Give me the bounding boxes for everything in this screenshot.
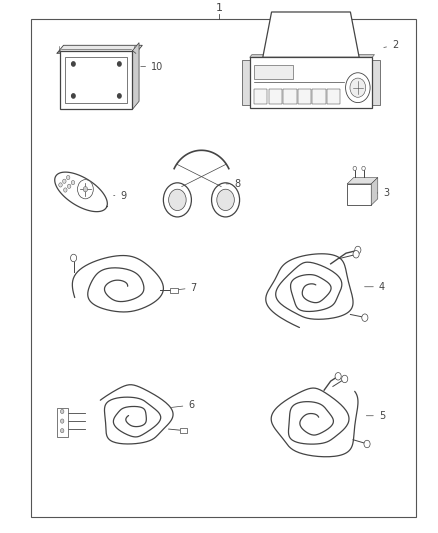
- Circle shape: [64, 188, 67, 192]
- Circle shape: [78, 180, 93, 199]
- Circle shape: [212, 183, 240, 217]
- Bar: [283, 88, 297, 103]
- Bar: [347, 184, 371, 205]
- Circle shape: [71, 181, 75, 185]
- Circle shape: [342, 375, 348, 383]
- Polygon shape: [250, 55, 374, 58]
- Circle shape: [364, 440, 370, 448]
- Circle shape: [169, 189, 186, 211]
- Bar: [170, 288, 178, 293]
- Circle shape: [60, 419, 64, 423]
- Polygon shape: [263, 12, 359, 58]
- Circle shape: [117, 62, 121, 66]
- Text: 3: 3: [377, 188, 389, 198]
- Circle shape: [71, 94, 75, 98]
- Text: 2: 2: [384, 41, 398, 50]
- Circle shape: [67, 184, 71, 189]
- Circle shape: [67, 175, 70, 180]
- Circle shape: [362, 166, 365, 171]
- Bar: [254, 88, 267, 103]
- Polygon shape: [372, 60, 380, 106]
- Circle shape: [217, 189, 234, 211]
- Bar: [66, 57, 127, 103]
- Text: 10: 10: [141, 62, 163, 71]
- Bar: [312, 88, 326, 103]
- Bar: [60, 51, 132, 109]
- Circle shape: [355, 246, 361, 254]
- Bar: [298, 88, 311, 103]
- Polygon shape: [57, 45, 142, 53]
- Circle shape: [335, 373, 341, 380]
- Bar: [327, 88, 340, 103]
- Text: 7: 7: [173, 283, 197, 293]
- Bar: [250, 58, 372, 108]
- Polygon shape: [242, 60, 250, 106]
- Bar: [254, 66, 293, 78]
- Polygon shape: [347, 177, 378, 184]
- Circle shape: [353, 166, 357, 171]
- Circle shape: [117, 94, 121, 98]
- Text: 9: 9: [113, 191, 127, 200]
- Circle shape: [63, 179, 66, 183]
- Polygon shape: [55, 172, 107, 212]
- Text: 5: 5: [366, 411, 385, 421]
- Circle shape: [353, 251, 359, 258]
- Circle shape: [60, 409, 64, 414]
- Circle shape: [362, 314, 368, 321]
- Circle shape: [60, 429, 64, 433]
- Circle shape: [350, 78, 366, 97]
- Text: 6: 6: [171, 400, 194, 410]
- Polygon shape: [371, 177, 378, 205]
- Circle shape: [163, 183, 191, 217]
- Circle shape: [346, 73, 370, 102]
- Circle shape: [71, 254, 77, 262]
- Text: 1: 1: [215, 3, 223, 13]
- Bar: [31, 19, 416, 517]
- Polygon shape: [132, 43, 139, 109]
- Circle shape: [83, 187, 88, 192]
- Bar: [180, 427, 187, 433]
- Circle shape: [59, 183, 62, 187]
- Text: 8: 8: [226, 179, 240, 189]
- Circle shape: [71, 62, 75, 66]
- Text: 4: 4: [364, 282, 385, 292]
- Bar: [57, 408, 68, 437]
- Bar: [268, 88, 282, 103]
